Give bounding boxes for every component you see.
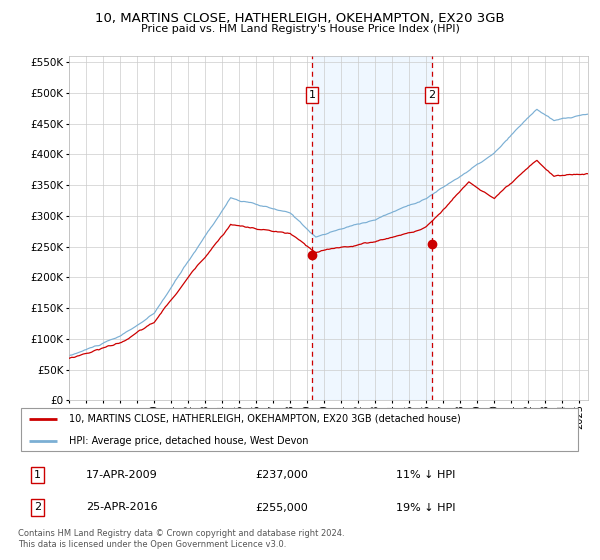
Text: £255,000: £255,000 [255,502,308,512]
Text: £237,000: £237,000 [255,470,308,480]
Text: 10, MARTINS CLOSE, HATHERLEIGH, OKEHAMPTON, EX20 3GB (detached house): 10, MARTINS CLOSE, HATHERLEIGH, OKEHAMPT… [69,414,461,424]
Text: 10, MARTINS CLOSE, HATHERLEIGH, OKEHAMPTON, EX20 3GB: 10, MARTINS CLOSE, HATHERLEIGH, OKEHAMPT… [95,12,505,25]
Text: Contains HM Land Registry data © Crown copyright and database right 2024.
This d: Contains HM Land Registry data © Crown c… [18,529,344,549]
Text: 17-APR-2009: 17-APR-2009 [86,470,157,480]
Text: 1: 1 [308,90,316,100]
Bar [312,56,432,400]
Text: 19% ↓ HPI: 19% ↓ HPI [396,502,455,512]
Text: 11% ↓ HPI: 11% ↓ HPI [396,470,455,480]
Text: 2: 2 [34,502,41,512]
Text: Price paid vs. HM Land Registry's House Price Index (HPI): Price paid vs. HM Land Registry's House … [140,24,460,34]
FancyBboxPatch shape [21,408,578,451]
Text: HPI: Average price, detached house, West Devon: HPI: Average price, detached house, West… [69,436,308,446]
Text: 25-APR-2016: 25-APR-2016 [86,502,157,512]
Text: 2: 2 [428,90,436,100]
Text: 1: 1 [34,470,41,480]
